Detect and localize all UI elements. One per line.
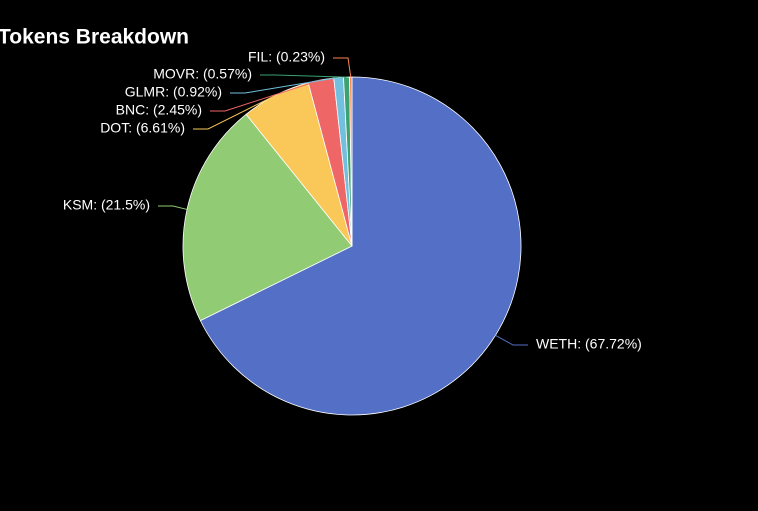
slice-label: KSM: (21.5%) bbox=[63, 197, 150, 213]
leader-line bbox=[260, 74, 347, 78]
slice-label: GLMR: (0.92%) bbox=[125, 84, 222, 100]
slice-label: MOVR: (0.57%) bbox=[153, 66, 252, 82]
pie-slice bbox=[199, 76, 522, 416]
leader-line bbox=[495, 334, 528, 346]
chart-title: Tokens Breakdown bbox=[0, 26, 189, 49]
leader-line bbox=[230, 77, 339, 94]
pie-slice bbox=[182, 113, 353, 322]
slice-label: BNC: (2.45%) bbox=[116, 102, 202, 118]
leader-line bbox=[210, 79, 322, 112]
leader-line bbox=[158, 205, 188, 210]
slice-label: WETH: (67.72%) bbox=[536, 336, 642, 352]
leader-line bbox=[333, 57, 352, 78]
slice-label: DOT: (6.61%) bbox=[100, 120, 185, 136]
slice-label: FIL: (0.23%) bbox=[248, 49, 325, 65]
leader-line bbox=[193, 94, 276, 130]
